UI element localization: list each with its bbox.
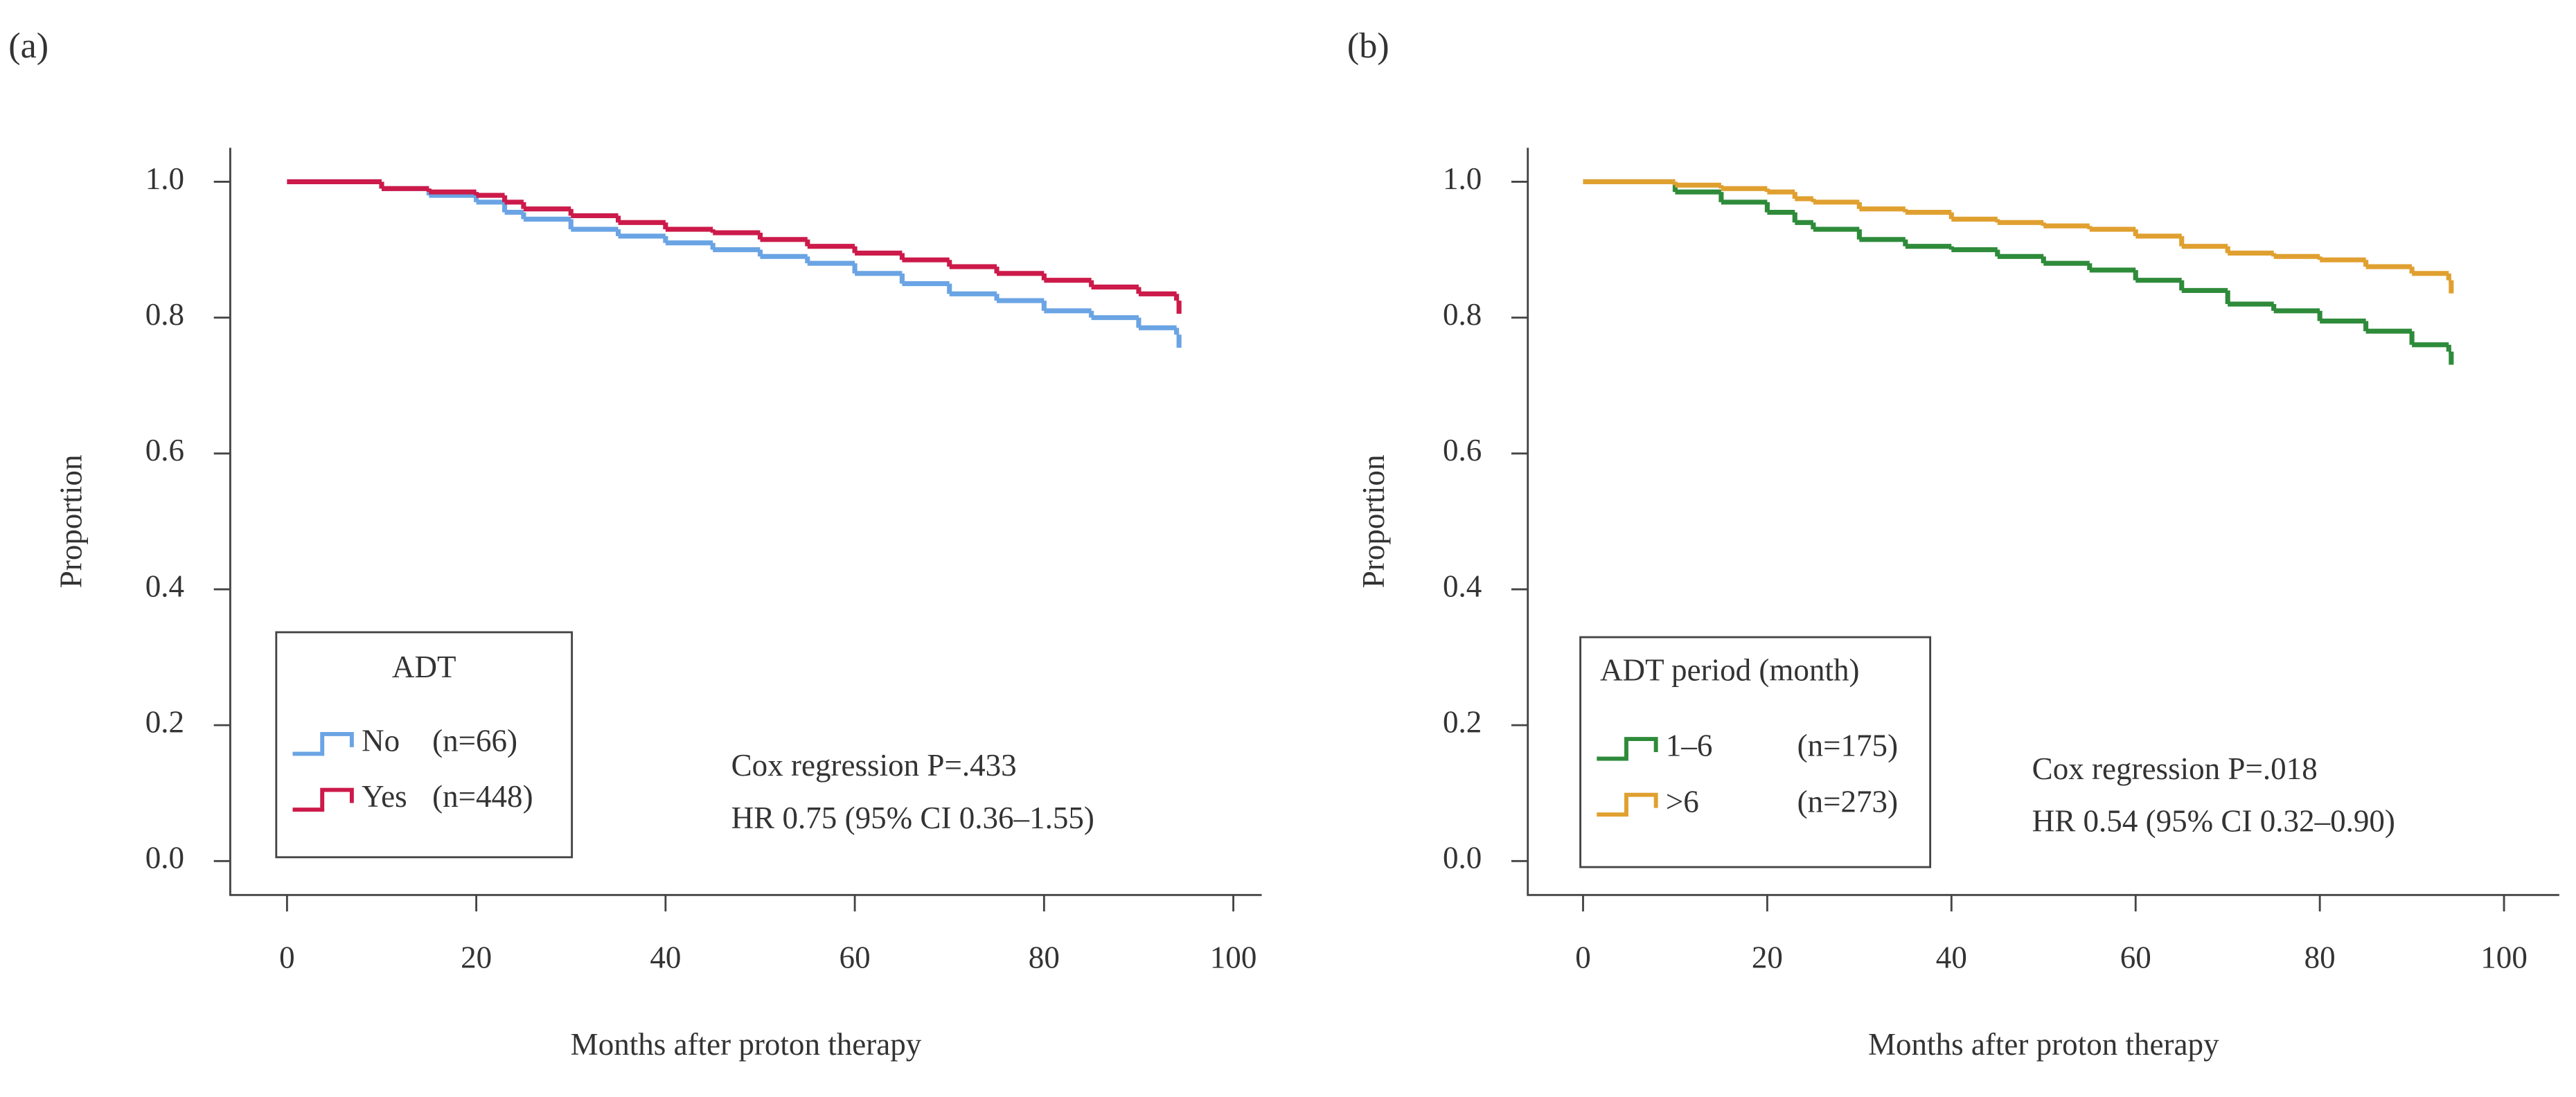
y-tick-label: 0.2 (145, 704, 184, 739)
y-tick-label: 0.0 (145, 841, 184, 875)
x-tick-label: 80 (2304, 940, 2336, 975)
annotation: HR 0.54 (95% CI 0.32–0.90) (2032, 804, 2395, 839)
x-axis-label: Months after proton therapy (571, 1027, 922, 1062)
axis-line (229, 148, 1262, 896)
x-tick-label: 40 (650, 940, 681, 975)
x-tick-label: 20 (1752, 940, 1783, 975)
legend-count: (n=175) (1797, 729, 1899, 763)
legend-count: (n=273) (1797, 784, 1899, 819)
y-tick-label: 1.0 (1443, 161, 1482, 196)
legend-label: 1–6 (1666, 729, 1713, 763)
y-axis-label: Proportion (53, 455, 88, 589)
legend-symbol (1597, 792, 1658, 817)
x-tick-label: 0 (279, 940, 295, 975)
panel-label: (b) (1347, 26, 1389, 66)
legend-box (275, 631, 574, 859)
x-tick-label: 80 (1029, 940, 1060, 975)
legend-label: Yes (362, 779, 407, 814)
axis-line (1527, 148, 2559, 896)
legend-symbol (292, 787, 354, 812)
x-tick-label: 60 (840, 940, 871, 975)
legend-title: ADT (392, 650, 456, 684)
y-tick-label: 0.8 (145, 297, 184, 332)
x-tick-label: 60 (2120, 940, 2151, 975)
annotation: Cox regression P=.433 (731, 748, 1017, 783)
legend-label: >6 (1666, 784, 1699, 819)
x-tick-label: 20 (461, 940, 492, 975)
x-tick-label: 100 (2480, 940, 2528, 975)
panel-label: (a) (8, 26, 48, 66)
y-tick-label: 0.0 (1443, 841, 1482, 875)
annotation: Cox regression P=.018 (2032, 751, 2318, 786)
y-tick-label: 0.4 (1443, 569, 1482, 603)
y-tick-label: 0.8 (1443, 297, 1482, 332)
legend-box (1579, 636, 1932, 868)
y-axis-label: Proportion (1356, 455, 1391, 589)
x-tick-label: 0 (1575, 940, 1591, 975)
y-tick-label: 0.6 (1443, 433, 1482, 467)
legend-symbol (292, 731, 354, 756)
y-tick-label: 0.2 (1443, 704, 1482, 739)
y-tick-label: 0.6 (145, 433, 184, 467)
legend-symbol (1597, 737, 1658, 761)
x-tick-label: 100 (1210, 940, 1257, 975)
legend-count: (n=448) (432, 779, 533, 814)
y-tick-label: 1.0 (145, 161, 184, 196)
y-tick-label: 0.4 (145, 569, 184, 603)
legend-title: ADT period (month) (1600, 653, 1859, 688)
legend-label: No (362, 724, 400, 758)
annotation: HR 0.75 (95% CI 0.36–1.55) (731, 801, 1094, 835)
x-axis-label: Months after proton therapy (1868, 1027, 2219, 1062)
x-tick-label: 40 (1936, 940, 1967, 975)
legend-count: (n=66) (432, 724, 517, 758)
